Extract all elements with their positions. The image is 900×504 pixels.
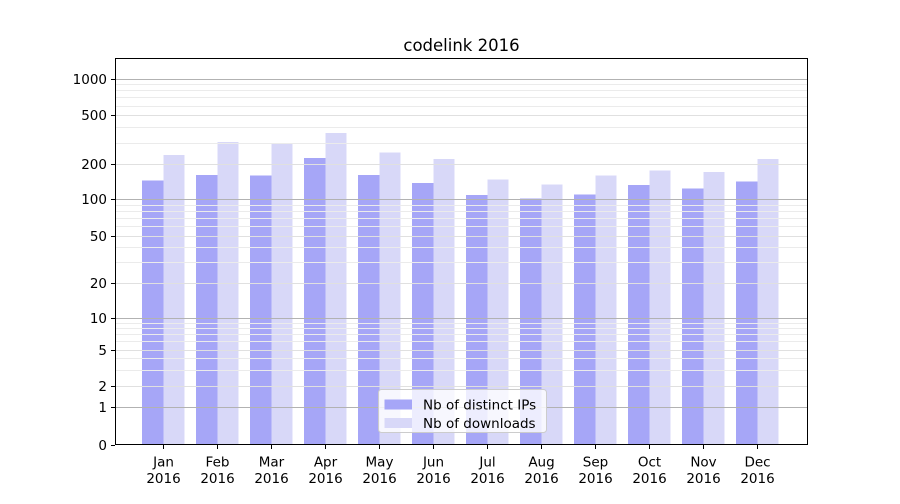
bar-nb-of-downloads-aug-2016 — [541, 184, 563, 445]
x-tick-label-year-mar-2016: 2016 — [254, 471, 288, 487]
x-tick-label-year-feb-2016: 2016 — [200, 471, 234, 487]
bar-nb-of-distinct-ips-nov-2016 — [682, 188, 704, 445]
x-tick-label-year-sep-2016: 2016 — [578, 471, 612, 487]
x-tick-label-year-jul-2016: 2016 — [470, 471, 504, 487]
bar-nb-of-distinct-ips-mar-2016 — [250, 175, 272, 445]
legend: Nb of distinct IPs Nb of downloads — [378, 389, 547, 433]
x-tick-label-sep-2016: Sep — [583, 455, 608, 471]
bar-nb-of-distinct-ips-jul-2016 — [466, 195, 488, 445]
x-tick-label-year-dec-2016: 2016 — [740, 471, 774, 487]
legend-swatch-distinct-ips — [384, 399, 412, 410]
bar-nb-of-downloads-apr-2016 — [325, 133, 347, 445]
x-tick-label-jul-2016: Jul — [478, 455, 495, 471]
x-tick-label-may-2016: May — [366, 455, 394, 471]
bar-nb-of-downloads-mar-2016 — [271, 143, 293, 445]
x-tick-label-feb-2016: Feb — [206, 455, 230, 471]
x-tick-label-year-apr-2016: 2016 — [308, 471, 342, 487]
y-tick-label-10: 10 — [90, 311, 107, 327]
bar-nb-of-distinct-ips-dec-2016 — [736, 181, 758, 445]
bar-nb-of-downloads-jul-2016 — [487, 179, 509, 445]
x-tick-label-year-jun-2016: 2016 — [416, 471, 450, 487]
grid-layer — [115, 79, 808, 408]
x-tick-label-year-jan-2016: 2016 — [146, 471, 180, 487]
bar-nb-of-distinct-ips-jan-2016 — [142, 180, 164, 445]
bar-nb-of-distinct-ips-jun-2016 — [412, 182, 434, 445]
y-tick-label-5: 5 — [98, 343, 107, 359]
chart-title: codelink 2016 — [403, 36, 519, 55]
bar-nb-of-downloads-feb-2016 — [217, 142, 239, 445]
y-tick-label-0: 0 — [98, 438, 107, 454]
y-tick-label-1: 1 — [98, 400, 107, 416]
x-tick-label-year-oct-2016: 2016 — [632, 471, 666, 487]
y-tick-label-500: 500 — [81, 108, 107, 124]
plot-border — [115, 58, 808, 445]
x-tick-label-apr-2016: Apr — [314, 455, 338, 471]
y-tick-label-50: 50 — [90, 229, 107, 245]
y-tick-label-200: 200 — [81, 157, 107, 173]
legend-box — [378, 389, 547, 433]
x-tick-label-year-nov-2016: 2016 — [686, 471, 720, 487]
x-axis-labels: Jan2016Feb2016Mar2016Apr2016May2016Jun20… — [146, 455, 774, 488]
x-tick-label-year-aug-2016: 2016 — [524, 471, 558, 487]
y-tick-label-20: 20 — [90, 276, 107, 292]
bar-nb-of-downloads-oct-2016 — [649, 170, 671, 445]
x-tick-label-mar-2016: Mar — [259, 455, 285, 471]
bar-nb-of-distinct-ips-may-2016 — [358, 174, 380, 445]
x-tick-label-nov-2016: Nov — [690, 455, 716, 471]
bar-nb-of-downloads-may-2016 — [379, 152, 401, 445]
bar-nb-of-downloads-nov-2016 — [703, 172, 725, 445]
y-tick-label-100: 100 — [81, 192, 107, 208]
bar-nb-of-distinct-ips-aug-2016 — [520, 198, 542, 445]
y-axis-labels: 0 1 2 5 10 20 50 100 200 500 1000 — [73, 72, 107, 454]
bar-nb-of-downloads-dec-2016 — [757, 158, 779, 445]
x-tick-label-aug-2016: Aug — [528, 455, 554, 471]
bar-nb-of-distinct-ips-oct-2016 — [628, 185, 650, 445]
x-tick-label-jun-2016: Jun — [422, 455, 444, 471]
bar-nb-of-distinct-ips-sep-2016 — [574, 194, 596, 445]
legend-label-downloads: Nb of downloads — [423, 416, 536, 432]
x-tick-label-oct-2016: Oct — [638, 455, 661, 471]
bar-nb-of-downloads-jan-2016 — [163, 155, 185, 445]
x-tick-label-year-may-2016: 2016 — [362, 471, 396, 487]
y-tick-label-1000: 1000 — [73, 72, 107, 88]
bars-layer — [142, 133, 779, 445]
legend-swatch-downloads — [384, 418, 412, 428]
ticks-layer — [111, 79, 758, 449]
y-tick-label-2: 2 — [98, 379, 107, 395]
bar-nb-of-distinct-ips-apr-2016 — [304, 158, 326, 445]
bar-nb-of-distinct-ips-feb-2016 — [196, 175, 218, 445]
bar-nb-of-downloads-jun-2016 — [433, 159, 455, 445]
x-tick-label-dec-2016: Dec — [744, 455, 770, 471]
legend-label-distinct-ips: Nb of distinct IPs — [423, 398, 536, 414]
bar-nb-of-downloads-sep-2016 — [595, 175, 617, 445]
x-tick-label-jan-2016: Jan — [152, 455, 174, 471]
